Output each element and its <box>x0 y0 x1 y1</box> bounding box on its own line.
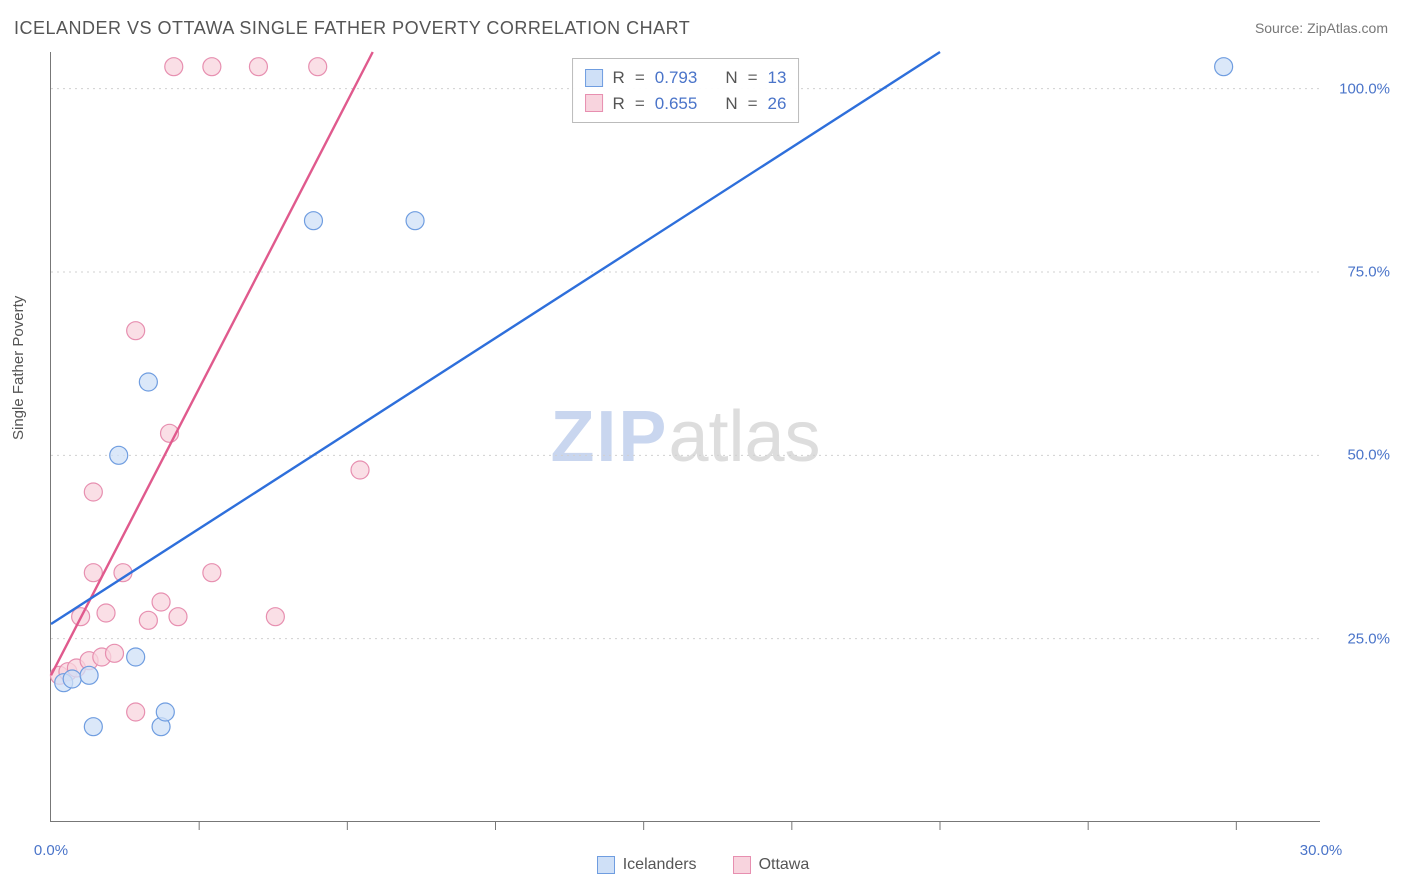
eq-sign: = <box>635 65 645 91</box>
r-label: R <box>613 91 625 117</box>
eq-sign: = <box>748 91 758 117</box>
swatch-pink-icon <box>733 856 751 874</box>
legend-label-ottawa: Ottawa <box>759 856 810 874</box>
stat-legend: R = 0.793 N = 13 R = 0.655 N = 26 <box>572 58 800 123</box>
y-tick-label: 75.0% <box>1330 264 1390 281</box>
legend-item-icelanders: Icelanders <box>597 856 697 874</box>
stat-legend-row-blue: R = 0.793 N = 13 <box>585 65 787 91</box>
plot-area: ZIPatlas R = 0.793 N = 13 R = 0.655 N = … <box>50 52 1320 822</box>
bottom-legend: Icelanders Ottawa <box>0 856 1406 874</box>
eq-sign: = <box>748 65 758 91</box>
legend-item-ottawa: Ottawa <box>733 856 810 874</box>
eq-sign: = <box>635 91 645 117</box>
y-tick-label: 25.0% <box>1330 630 1390 647</box>
n-value-pink: 26 <box>768 91 787 117</box>
n-value-blue: 13 <box>768 65 787 91</box>
stat-legend-row-pink: R = 0.655 N = 26 <box>585 91 787 117</box>
n-label: N <box>725 65 737 91</box>
n-label: N <box>725 91 737 117</box>
legend-label-icelanders: Icelanders <box>623 856 697 874</box>
source-attribution: Source: ZipAtlas.com <box>1255 20 1388 36</box>
source-value: ZipAtlas.com <box>1307 20 1388 36</box>
r-value-blue: 0.793 <box>655 65 698 91</box>
y-tick-label: 100.0% <box>1330 80 1390 97</box>
r-label: R <box>613 65 625 91</box>
swatch-blue-icon <box>585 69 603 87</box>
r-value-pink: 0.655 <box>655 91 698 117</box>
y-tick-label: 50.0% <box>1330 447 1390 464</box>
swatch-blue-icon <box>597 856 615 874</box>
source-label: Source: <box>1255 20 1307 36</box>
plot-svg <box>51 52 1320 821</box>
chart-title: ICELANDER VS OTTAWA SINGLE FATHER POVERT… <box>14 18 690 39</box>
swatch-pink-icon <box>585 94 603 112</box>
y-axis-title: Single Father Poverty <box>10 296 27 440</box>
